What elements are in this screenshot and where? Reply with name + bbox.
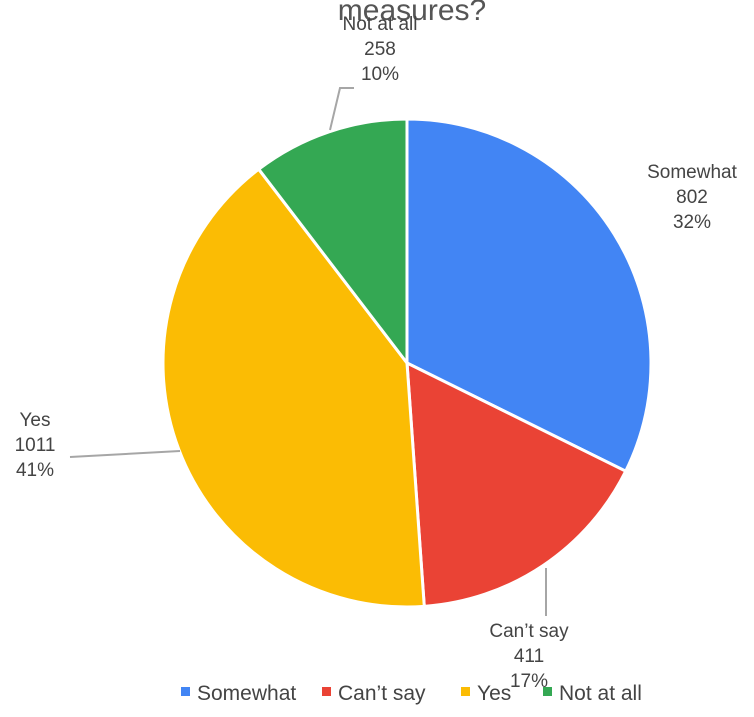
data-label-value-somewhat: 802 bbox=[676, 187, 708, 208]
data-label-value-not-at-all: 258 bbox=[364, 39, 396, 60]
data-label-label-not-at-all: Not at all bbox=[343, 14, 418, 35]
legend-swatch-can-t-say bbox=[322, 687, 331, 696]
pie-slice-somewhat bbox=[405, 117, 653, 474]
data-label-label-can-t-say: Can’t say bbox=[489, 621, 569, 642]
leader-line-not-at-all bbox=[329, 87, 354, 131]
legend: Somewhat Can’t say Yes Not at all bbox=[181, 682, 642, 705]
data-label-label-yes: Yes bbox=[20, 410, 51, 431]
data-label-percent-can-t-say: 17% bbox=[510, 671, 548, 692]
pie-slice-can-t-say bbox=[405, 360, 628, 608]
pie-slice-yes bbox=[161, 167, 426, 609]
legend-swatch-yes bbox=[461, 687, 470, 696]
pie-slice-not-at-all bbox=[256, 117, 409, 368]
data-label-percent-not-at-all: 10% bbox=[361, 64, 399, 85]
data-label-percent-yes: 41% bbox=[16, 460, 54, 481]
legend-label-can-t-say: Can’t say bbox=[338, 682, 426, 705]
legend-swatch-not-at-all bbox=[543, 687, 552, 696]
data-labels: Somewhat 802 32% Can’t say 411 17% Yes 1011 41% N… bbox=[15, 14, 738, 692]
leader-line-yes bbox=[69, 450, 181, 458]
data-label-label-somewhat: Somewhat bbox=[647, 162, 737, 183]
data-label-value-yes: 1011 bbox=[15, 435, 56, 456]
legend-swatch-somewhat bbox=[181, 687, 190, 696]
legend-label-yes: Yes bbox=[477, 682, 511, 705]
data-label-percent-somewhat: 32% bbox=[673, 212, 711, 233]
data-label-value-can-t-say: 411 bbox=[514, 646, 544, 667]
legend-label-not-at-all: Not at all bbox=[559, 682, 642, 705]
chart-title: measures? bbox=[338, 0, 486, 27]
pie-slices bbox=[161, 117, 653, 609]
legend-label-somewhat: Somewhat bbox=[197, 682, 296, 705]
leader-lines bbox=[69, 87, 547, 616]
